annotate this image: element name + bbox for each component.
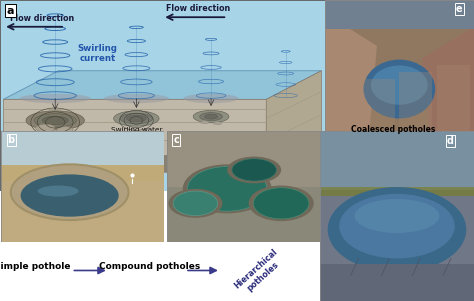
Ellipse shape [34, 114, 76, 127]
Text: Compound potholes: Compound potholes [99, 262, 200, 272]
Ellipse shape [57, 127, 73, 133]
Ellipse shape [364, 60, 435, 119]
Text: c: c [173, 135, 179, 145]
Ellipse shape [254, 188, 309, 219]
Text: Flow direction: Flow direction [10, 14, 74, 23]
Text: d: d [447, 136, 454, 146]
Polygon shape [3, 71, 321, 99]
Polygon shape [266, 71, 321, 172]
Ellipse shape [26, 111, 84, 130]
Bar [1, 166, 164, 181]
Ellipse shape [38, 185, 79, 197]
Ellipse shape [205, 114, 218, 119]
Text: a: a [7, 6, 14, 16]
Text: Coalesced potholes: Coalesced potholes [351, 125, 436, 134]
Polygon shape [3, 99, 266, 172]
Ellipse shape [182, 164, 272, 213]
Ellipse shape [183, 94, 238, 103]
Text: Flow direction: Flow direction [165, 5, 230, 14]
Ellipse shape [249, 185, 314, 221]
Ellipse shape [193, 110, 229, 123]
Ellipse shape [104, 94, 169, 103]
Ellipse shape [11, 164, 128, 220]
Bar [320, 264, 474, 301]
Polygon shape [3, 155, 266, 172]
Ellipse shape [200, 113, 222, 121]
Text: Pebble
grinders: Pebble grinders [171, 150, 199, 163]
Bar [320, 187, 474, 199]
Ellipse shape [328, 187, 466, 272]
Ellipse shape [188, 166, 267, 211]
Ellipse shape [371, 66, 428, 105]
Bar [320, 131, 474, 191]
Ellipse shape [339, 194, 455, 259]
Polygon shape [325, 13, 377, 131]
Bar [362, 79, 395, 131]
Ellipse shape [232, 159, 276, 181]
Ellipse shape [19, 94, 91, 103]
Text: Simple pothole: Simple pothole [0, 262, 71, 272]
Text: Hierarchical
potholes: Hierarchical potholes [233, 247, 287, 298]
Bar [399, 72, 432, 131]
Ellipse shape [168, 189, 222, 218]
Text: Boulder
grinders: Boulder grinders [12, 150, 40, 163]
Ellipse shape [120, 113, 153, 124]
Polygon shape [422, 26, 474, 131]
Ellipse shape [20, 174, 118, 217]
Ellipse shape [355, 199, 439, 233]
Ellipse shape [201, 121, 209, 124]
Ellipse shape [42, 116, 68, 125]
Text: Swirling water
and bed load: Swirling water and bed load [110, 127, 162, 140]
Ellipse shape [213, 122, 222, 125]
Bar [437, 66, 470, 131]
Ellipse shape [114, 111, 159, 126]
Text: Swirling
current: Swirling current [77, 44, 118, 63]
Bar [1, 131, 164, 166]
Text: b: b [8, 135, 15, 145]
Text: e: e [456, 4, 463, 14]
Bar [325, 85, 357, 131]
Ellipse shape [227, 157, 281, 183]
Bar [167, 131, 326, 187]
Ellipse shape [173, 191, 218, 216]
Bar [325, 0, 474, 29]
Ellipse shape [127, 115, 146, 122]
Bar [320, 196, 474, 267]
Ellipse shape [36, 124, 55, 132]
